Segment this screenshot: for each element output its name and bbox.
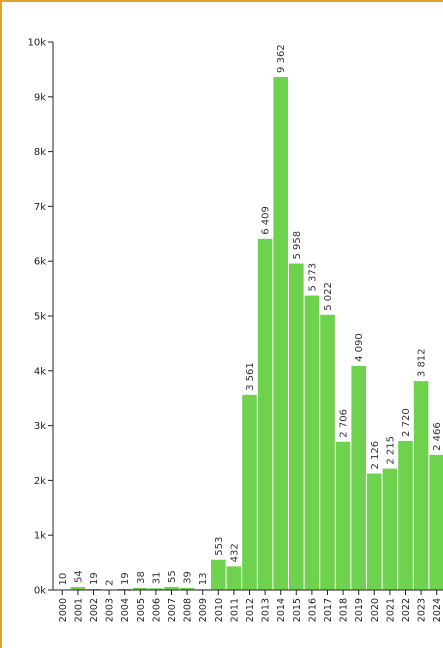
x-tick-label-2004: 2004 xyxy=(120,598,131,622)
x-tick-label-2011: 2011 xyxy=(229,598,240,622)
bar-2011 xyxy=(226,566,242,590)
value-label-2004: 19 xyxy=(120,572,131,585)
bar-2005 xyxy=(133,587,148,590)
bar-2017 xyxy=(320,314,335,590)
value-label-2022: 2 720 xyxy=(401,408,412,437)
bar-2015 xyxy=(289,263,304,590)
y-tick-label: 10k xyxy=(27,38,46,49)
y-tick-label: 1k xyxy=(34,531,46,542)
value-label-2000: 10 xyxy=(58,573,69,586)
x-tick-label-2012: 2012 xyxy=(245,598,256,622)
frame-top-border xyxy=(0,0,443,2)
value-labels-group: 10 54 19 2 19 38 31 55 39 13 553 432 3 561 6 409 9 362… xyxy=(58,44,443,586)
bar-2018 xyxy=(335,441,351,590)
value-label-2005: 38 xyxy=(136,571,147,584)
x-axis: 2000 2001 2002 2003 2004 2005 2006 2007 2008 2009… xyxy=(53,589,443,622)
value-label-2017: 5 022 xyxy=(323,282,334,311)
value-label-2018: 2 706 xyxy=(339,409,350,438)
bar-2022 xyxy=(398,440,413,590)
x-tick-label-2000: 2000 xyxy=(58,598,69,622)
bar-2020 xyxy=(367,473,382,590)
x-tick-label-2006: 2006 xyxy=(151,598,162,622)
x-tick-label-2007: 2007 xyxy=(167,598,178,622)
x-tick-label-2009: 2009 xyxy=(198,598,209,622)
value-label-2010: 553 xyxy=(214,537,225,556)
value-label-2019: 4 090 xyxy=(354,333,365,362)
y-tick-label: 8k xyxy=(34,147,46,158)
x-tick-label-2008: 2008 xyxy=(183,598,194,622)
value-label-2016: 5 373 xyxy=(307,263,318,292)
y-tick-label: 0k xyxy=(34,586,46,597)
value-label-2002: 19 xyxy=(89,572,100,585)
value-label-2011: 432 xyxy=(229,543,240,562)
bar-2021 xyxy=(382,468,398,590)
x-tick-label-2005: 2005 xyxy=(136,598,147,622)
y-tick-label: 3k xyxy=(34,421,46,432)
x-tick-label-2024: 2024 xyxy=(432,598,443,622)
x-tick-label-2021: 2021 xyxy=(385,598,396,622)
value-label-2024: 2 466 xyxy=(432,422,443,451)
value-label-2007: 55 xyxy=(167,570,178,583)
bar-2019 xyxy=(351,365,366,590)
x-tick-label-2003: 2003 xyxy=(105,598,116,622)
x-tick-label-2015: 2015 xyxy=(292,598,303,622)
x-tick-label-2020: 2020 xyxy=(370,598,381,622)
y-tick-label: 4k xyxy=(34,366,46,377)
x-tick-label-2014: 2014 xyxy=(276,598,287,622)
x-tick-label-2016: 2016 xyxy=(307,598,318,622)
x-tick-label-2002: 2002 xyxy=(89,598,100,622)
value-label-2008: 39 xyxy=(183,571,194,584)
value-label-2023: 3 812 xyxy=(417,348,428,377)
x-tick-label-2023: 2023 xyxy=(417,598,428,622)
bar-2012 xyxy=(242,394,257,590)
bar-2002 xyxy=(86,588,101,590)
x-tick-label-2001: 2001 xyxy=(73,598,84,622)
y-tick-label: 9k xyxy=(34,92,46,103)
value-label-2009: 13 xyxy=(198,573,209,586)
y-tick-label: 7k xyxy=(34,202,46,213)
value-label-2003: 2 xyxy=(105,580,116,586)
value-label-2012: 3 561 xyxy=(245,362,256,391)
value-label-2013: 6 409 xyxy=(261,206,272,235)
x-tick-label-2013: 2013 xyxy=(261,598,272,622)
y-tick-label: 6k xyxy=(34,257,46,268)
x-tick-label-2018: 2018 xyxy=(339,598,350,622)
value-label-2021: 2 215 xyxy=(385,436,396,465)
bar-2007 xyxy=(164,586,179,590)
frame-left-border xyxy=(0,0,2,648)
bar-2001 xyxy=(70,587,86,590)
y-tick-label: 2k xyxy=(34,476,46,487)
bar-2010 xyxy=(211,559,226,590)
x-tick-label-2022: 2022 xyxy=(401,598,412,622)
value-label-2001: 54 xyxy=(73,570,84,583)
bars-group xyxy=(55,76,443,591)
value-label-2020: 2 126 xyxy=(370,441,381,470)
bar-2016 xyxy=(304,295,320,590)
bar-2013 xyxy=(257,238,273,591)
y-tick-label: 5k xyxy=(34,312,46,323)
value-label-2014: 9 362 xyxy=(276,44,287,73)
bar-2006 xyxy=(148,588,164,590)
bar-2004 xyxy=(117,588,132,590)
bar-2014 xyxy=(273,76,288,590)
bar-2023 xyxy=(413,381,429,590)
x-tick-label-2017: 2017 xyxy=(323,598,334,622)
bar-2024 xyxy=(429,454,443,590)
y-axis: 0k 1k 2k 3k 4k 5k 6k 7k 8k 9k 10k xyxy=(27,38,54,597)
value-label-2015: 5 958 xyxy=(292,231,303,260)
x-tick-label-2010: 2010 xyxy=(214,598,225,622)
bar-2008 xyxy=(179,587,195,590)
value-label-2006: 31 xyxy=(151,572,162,585)
x-tick-label-2019: 2019 xyxy=(354,598,365,622)
